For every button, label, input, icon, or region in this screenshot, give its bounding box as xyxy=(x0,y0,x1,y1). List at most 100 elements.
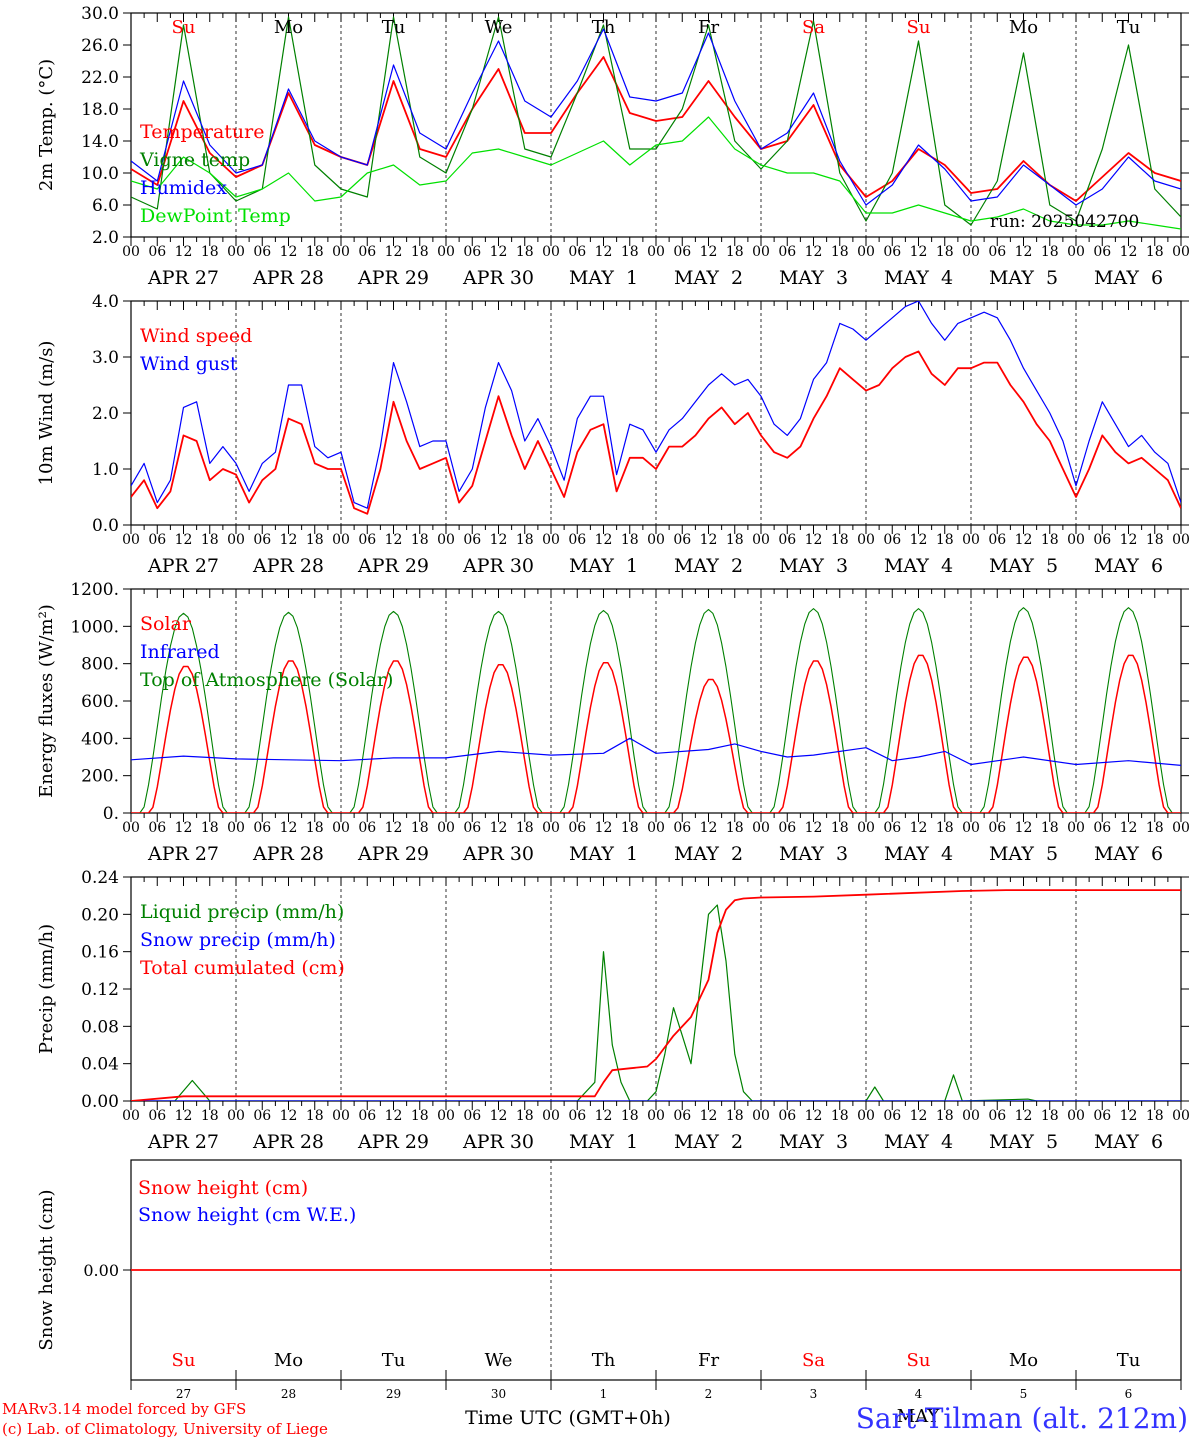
hour-label: 18 xyxy=(1146,244,1164,260)
date-label: APR 30 xyxy=(462,267,534,289)
day-number-label: 4 xyxy=(915,1387,923,1401)
hour-label: 06 xyxy=(253,244,271,260)
day-number-label: 1 xyxy=(600,1387,608,1401)
hour-label: 00 xyxy=(1067,244,1085,260)
weekday-label: Fr xyxy=(698,1350,719,1371)
series-solar xyxy=(131,654,1181,813)
y-tick-label: 6.0 xyxy=(92,196,119,216)
series-liquid-precip-mm-h xyxy=(131,904,1181,1101)
y-tick-label: 2.0 xyxy=(92,404,119,424)
hour-label: 06 xyxy=(1093,820,1111,836)
y-tick-label: 22.0 xyxy=(81,68,119,88)
hour-label: 00 xyxy=(752,532,770,548)
hour-label: 12 xyxy=(1015,1108,1033,1124)
date-label: MAY 4 xyxy=(884,555,953,577)
weekday-label: We xyxy=(485,1350,513,1371)
hour-label: 06 xyxy=(673,532,691,548)
date-label: APR 28 xyxy=(252,267,324,289)
y-tick-label: 0.08 xyxy=(81,1017,119,1037)
date-label: APR 27 xyxy=(147,555,219,577)
day-number-label: 2 xyxy=(705,1387,713,1401)
legend-entry: Vigne temp xyxy=(139,149,250,171)
plot-frame xyxy=(130,300,1182,526)
hour-label: 00 xyxy=(542,820,560,836)
hour-label: 12 xyxy=(280,820,298,836)
hour-label: 12 xyxy=(700,820,718,836)
date-label: APR 29 xyxy=(357,1131,429,1153)
hour-label: 00 xyxy=(437,820,455,836)
y-tick-label: 26.0 xyxy=(81,36,119,56)
date-label: APR 30 xyxy=(462,1131,534,1153)
date-label: APR 27 xyxy=(147,267,219,289)
date-label: MAY 4 xyxy=(884,267,953,289)
hour-label: 18 xyxy=(936,244,954,260)
hour-label: 18 xyxy=(1041,244,1059,260)
hour-label: 18 xyxy=(936,820,954,836)
date-label: MAY 2 xyxy=(674,843,743,865)
hour-label: 00 xyxy=(332,1108,350,1124)
date-label: MAY 1 xyxy=(569,1131,638,1153)
hour-label: 06 xyxy=(358,532,376,548)
day-number-label: 30 xyxy=(491,1387,506,1401)
legend-entry: Snow height (cm) xyxy=(138,1177,308,1199)
y-tick-label: 0. xyxy=(103,804,119,824)
hour-label: 18 xyxy=(831,1108,849,1124)
hour-label: 18 xyxy=(1041,820,1059,836)
y-tick-label: 600. xyxy=(81,692,119,712)
hour-label: 18 xyxy=(201,820,219,836)
hour-label: 00 xyxy=(1172,244,1190,260)
hour-label: 12 xyxy=(490,1108,508,1124)
series-group xyxy=(131,889,1181,1101)
weekday-label: Th xyxy=(592,1350,616,1371)
hour-label: 06 xyxy=(568,244,586,260)
hour-label: 06 xyxy=(253,1108,271,1124)
hour-label: 00 xyxy=(1067,820,1085,836)
hour-label: 18 xyxy=(516,532,534,548)
weekday-label: Tu xyxy=(1117,1350,1141,1371)
panel-1: 00 06 12 18 00 06 12 18 00 06 12 18 00 06 12 18 00 06 12 18… xyxy=(36,4,1190,289)
hour-label: 06 xyxy=(673,1108,691,1124)
hour-label: 06 xyxy=(1093,244,1111,260)
hour-label: 18 xyxy=(831,532,849,548)
weekday-label: Mo xyxy=(274,1350,303,1371)
series-total-cumulated-cm xyxy=(131,889,1181,1101)
date-label: MAY 4 xyxy=(884,1131,953,1153)
series-temperature xyxy=(131,56,1181,202)
hour-label: 18 xyxy=(831,820,849,836)
hour-label: 12 xyxy=(385,1108,403,1124)
hour-label: 18 xyxy=(306,244,324,260)
hour-label: 00 xyxy=(647,1108,665,1124)
hour-label: 00 xyxy=(1172,532,1190,548)
y-tick-label: 800. xyxy=(81,655,119,675)
date-label: MAY 1 xyxy=(569,267,638,289)
date-label: APR 28 xyxy=(252,555,324,577)
hour-label: 18 xyxy=(1146,532,1164,548)
y-tick-label: 1200. xyxy=(70,580,119,600)
weekday-label: Su xyxy=(907,1350,931,1371)
hour-label: 06 xyxy=(463,820,481,836)
panel-2: 00 06 12 18 00 06 12 18 00 06 12 18 00 06 12 18 00 06 12 18… xyxy=(36,292,1190,577)
hour-label: 12 xyxy=(175,820,193,836)
hour-label: 18 xyxy=(201,244,219,260)
y-tick-label: 14.0 xyxy=(81,132,119,152)
day-number-label: 6 xyxy=(1125,1387,1133,1401)
hour-label: 00 xyxy=(227,244,245,260)
hour-label: 18 xyxy=(1146,820,1164,836)
series-group xyxy=(131,607,1181,813)
hour-label: 18 xyxy=(306,532,324,548)
hour-label: 00 xyxy=(857,820,875,836)
date-label: MAY 5 xyxy=(989,555,1058,577)
day-number-label: 29 xyxy=(386,1387,401,1401)
legend-entry: Snow height (cm W.E.) xyxy=(138,1204,356,1226)
weekday-label: Sa xyxy=(802,17,825,38)
hour-label: 00 xyxy=(437,244,455,260)
date-label: APR 28 xyxy=(252,843,324,865)
hour-label: 18 xyxy=(201,1108,219,1124)
series-wind-gust xyxy=(131,301,1181,509)
panel-3: 00 06 12 18 00 06 12 18 00 06 12 18 00 06 12 18 00 06 12 18… xyxy=(36,580,1190,865)
hour-label: 00 xyxy=(1067,1108,1085,1124)
hour-label: 12 xyxy=(1015,244,1033,260)
hour-label: 00 xyxy=(332,532,350,548)
hour-label: 12 xyxy=(490,820,508,836)
y-axis-label: Snow height (cm) xyxy=(36,1189,57,1350)
